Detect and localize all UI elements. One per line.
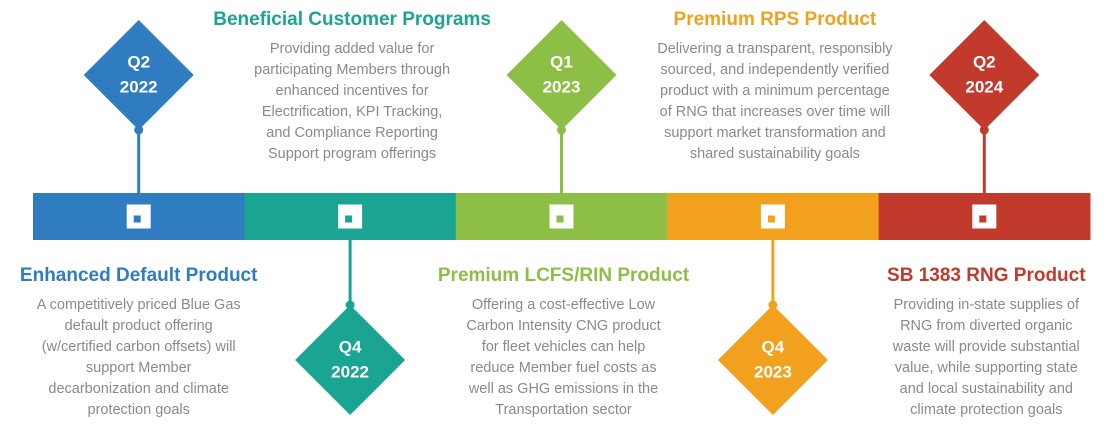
description-line: well as GHG emissions in the bbox=[468, 381, 658, 397]
description-line: participating Members through bbox=[254, 62, 450, 78]
quarter: Q4 bbox=[762, 337, 785, 356]
marker-inner bbox=[556, 215, 564, 223]
description-line: enhanced incentives for bbox=[276, 83, 429, 99]
description-line: and local sustainability and bbox=[900, 381, 1073, 397]
diamond bbox=[83, 20, 194, 130]
quarter: Q1 bbox=[550, 52, 573, 71]
quarter: Q2 bbox=[127, 52, 150, 71]
description-line: Electrification, KPI Tracking, bbox=[262, 104, 443, 120]
diamond bbox=[506, 20, 617, 130]
year: 2023 bbox=[543, 77, 581, 96]
description-line: Delivering a transparent, responsibly bbox=[657, 41, 893, 57]
description-line: support market transformation and bbox=[664, 125, 886, 141]
description-line: Offering a cost-effective Low bbox=[472, 297, 656, 313]
description-line: Transportation sector bbox=[495, 402, 632, 418]
description-line: reduce Member fuel costs as bbox=[470, 360, 656, 376]
diamond bbox=[929, 20, 1040, 130]
quarter: Q4 bbox=[339, 337, 362, 356]
description-line: Providing added value for bbox=[270, 41, 435, 57]
diamond bbox=[295, 305, 406, 415]
description-line: shared sustainability goals bbox=[690, 146, 860, 162]
year: 2022 bbox=[120, 77, 158, 96]
description-line: A competitively priced Blue Gas bbox=[37, 297, 241, 313]
marker-inner bbox=[767, 215, 775, 223]
description-line: sourced, and independently verified bbox=[660, 62, 889, 78]
description-line: and Compliance Reporting bbox=[266, 125, 438, 141]
quarter: Q2 bbox=[973, 52, 996, 71]
description-line: protection goals bbox=[88, 402, 190, 418]
description-line: product with a minimum percentage bbox=[660, 83, 890, 99]
description-line: decarbonization and climate bbox=[48, 381, 229, 397]
milestone-title: Premium RPS Product bbox=[674, 9, 877, 30]
year: 2022 bbox=[331, 362, 369, 381]
diamond bbox=[717, 305, 828, 415]
milestone-title: SB 1383 RNG Product bbox=[887, 265, 1086, 286]
year: 2024 bbox=[965, 77, 1003, 96]
description-line: Carbon Intensity CNG product bbox=[466, 318, 660, 334]
description-line: Providing in-state supplies of bbox=[894, 297, 1080, 313]
year: 2023 bbox=[754, 362, 792, 381]
milestone-title: Premium LCFS/RIN Product bbox=[438, 265, 690, 286]
milestone-title: Beneficial Customer Programs bbox=[213, 9, 491, 30]
description-line: of RNG that increases over time will bbox=[660, 104, 890, 120]
description-line: for fleet vehicles can help bbox=[482, 339, 646, 355]
description-line: climate protection goals bbox=[910, 402, 1062, 418]
description-line: support Member bbox=[86, 360, 192, 376]
description-line: default product offering bbox=[65, 318, 213, 334]
description-line: Support program offerings bbox=[268, 146, 436, 162]
marker-inner bbox=[345, 215, 353, 223]
marker-inner bbox=[133, 215, 141, 223]
description-line: RNG from diverted organic bbox=[900, 318, 1072, 334]
milestone-title: Enhanced Default Product bbox=[20, 265, 258, 286]
description-line: waste will provide substantial bbox=[892, 339, 1080, 355]
description-line: (w/certified carbon offsets) will bbox=[42, 339, 236, 355]
marker-inner bbox=[979, 215, 987, 223]
description-line: value, while supporting state bbox=[895, 360, 1078, 376]
